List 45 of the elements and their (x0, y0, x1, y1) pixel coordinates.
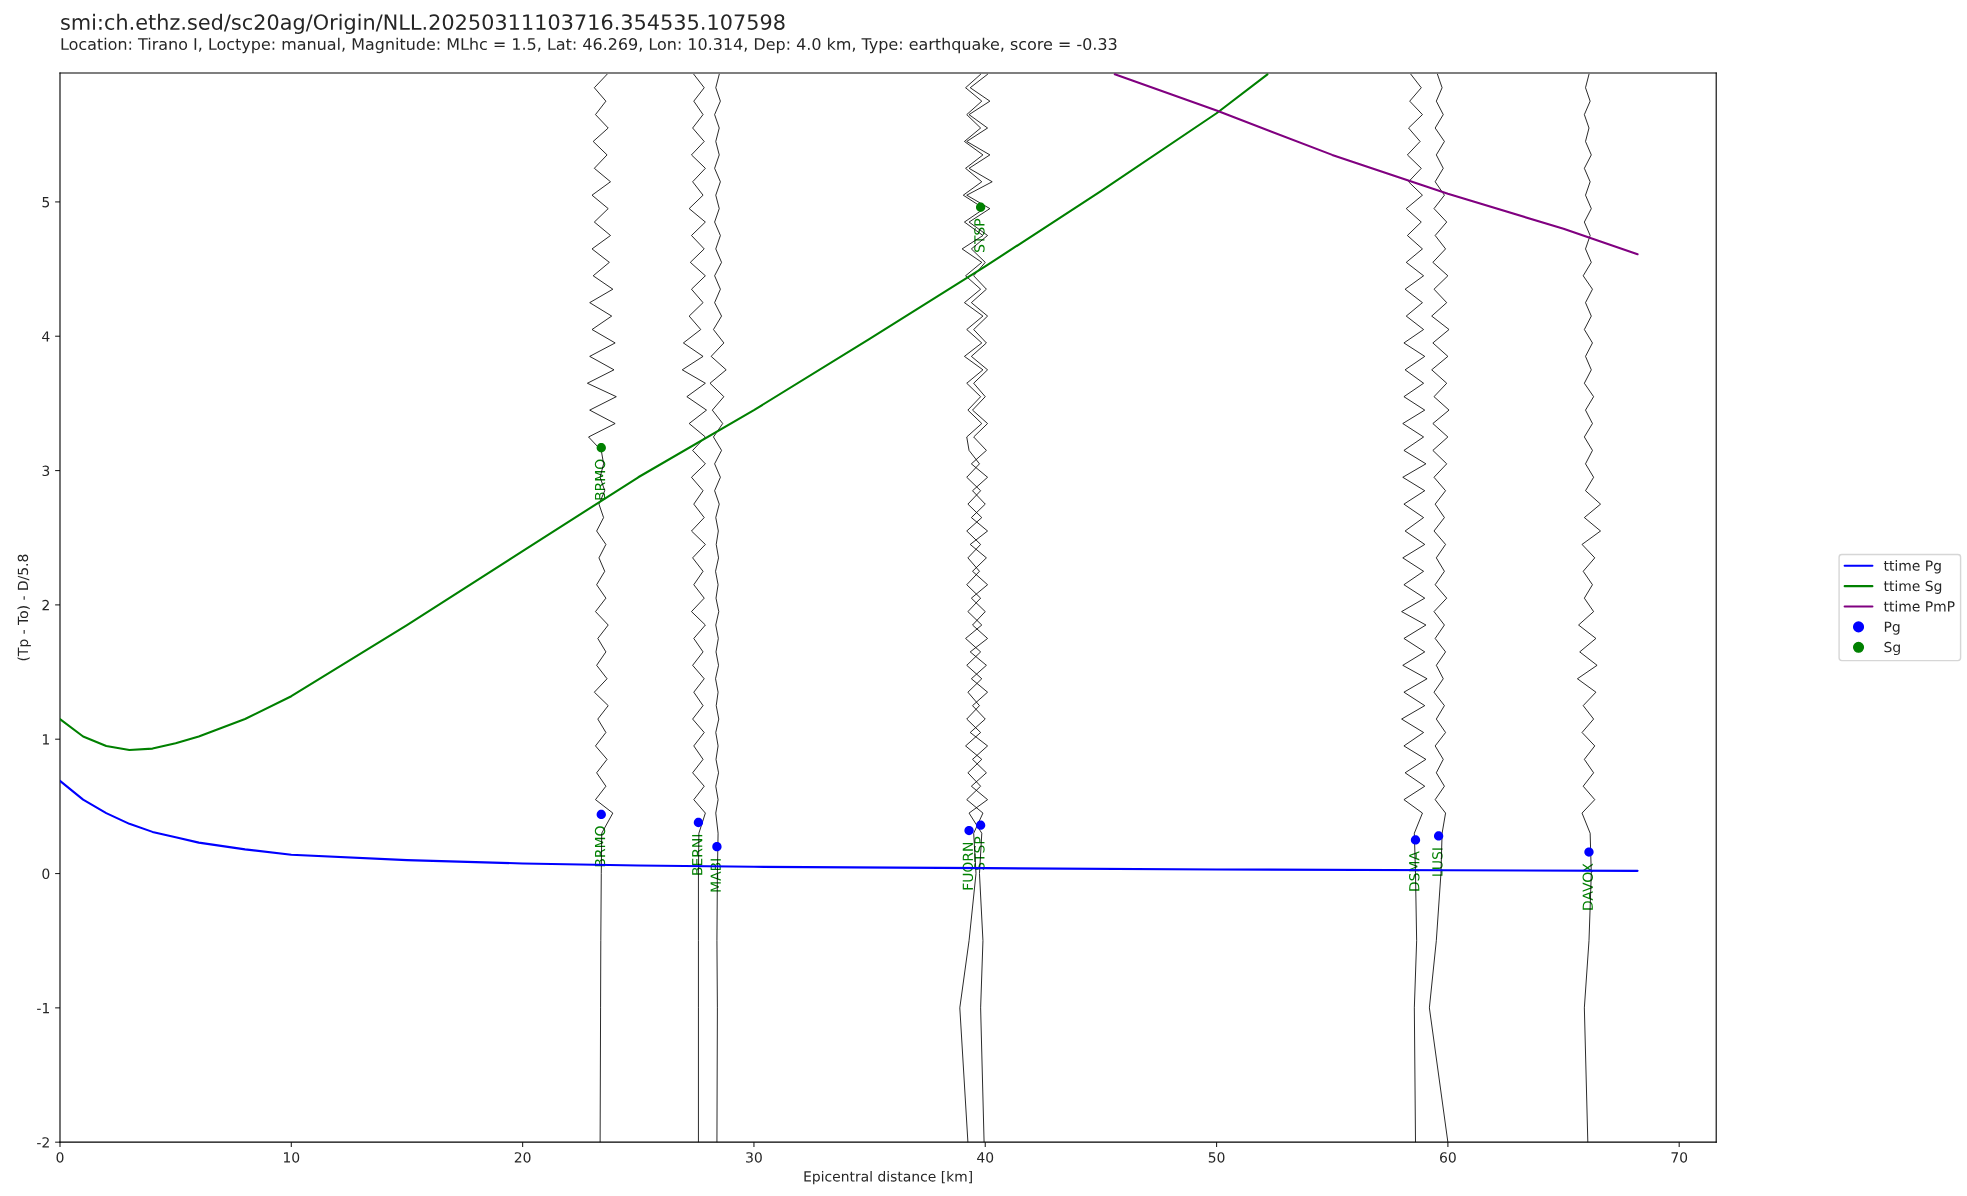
line-series (1113, 73, 1639, 256)
point (693, 817, 704, 828)
y-tick-label: 5 (42, 197, 50, 208)
x-axis-title: Epicentral distance [km] (804, 1170, 972, 1185)
point (975, 202, 986, 212)
point (596, 443, 606, 453)
point (975, 820, 986, 830)
point (596, 809, 606, 820)
x-tick-label: 10 (284, 1152, 300, 1163)
y-tick-label: 3 (42, 465, 50, 477)
point (1410, 835, 1421, 845)
line-series (59, 73, 1269, 751)
y-tick-label: -1 (37, 1003, 49, 1014)
x-tick-label: 60 (1440, 1152, 1456, 1163)
chart-subtitle: Location: Tirano I, Loctype: manual, Magnitude: MLhc = 1.5, Lat: 46.269, Lon: 10.314, Dep: 4.0 km, Type: earthquake, score = -0.33 (61, 37, 1117, 54)
y-tick-label: 2 (42, 599, 49, 611)
point (712, 842, 722, 852)
x-tick-label: 70 (1671, 1152, 1688, 1163)
y-tick-label: -2 (37, 1137, 49, 1148)
x-tick-label: 50 (1208, 1152, 1225, 1163)
legend-label: ttime Sg (1883, 580, 1942, 594)
x-tick-label: 30 (746, 1152, 762, 1163)
x-tick-label: 0 (56, 1152, 64, 1163)
legend-label: Sg (1884, 641, 1900, 656)
annotation: STSP (974, 218, 985, 252)
annotation: FUORN (962, 843, 974, 890)
y-tick-label: 0 (42, 868, 50, 879)
annotation: DAVOX (1582, 863, 1594, 910)
legend-label: ttime Pg (1883, 560, 1941, 574)
point (964, 825, 974, 836)
x-tick-label: 40 (977, 1152, 994, 1163)
legend-label: Pg (1884, 621, 1900, 635)
y-tick-label: 4 (42, 331, 50, 342)
annotation: BRMO (594, 826, 606, 867)
x-tick-label: 20 (514, 1152, 531, 1163)
chart-title: smi:ch.ethz.sed/sc20ag/Origin/NLL.20250311103716.354535.107598 (61, 13, 785, 34)
legend-label: ttime PmP (1883, 600, 1955, 612)
annotation: MABI (710, 859, 721, 892)
annotation: BERNI (692, 834, 703, 875)
point (1433, 831, 1444, 841)
y-tick-label: 1 (42, 734, 49, 745)
y-axis-title: (Tp - To) - D/5.8 (17, 554, 31, 661)
annotation: BRMO (594, 459, 606, 500)
point (1584, 847, 1594, 857)
annotation: LUSI (1432, 848, 1443, 876)
